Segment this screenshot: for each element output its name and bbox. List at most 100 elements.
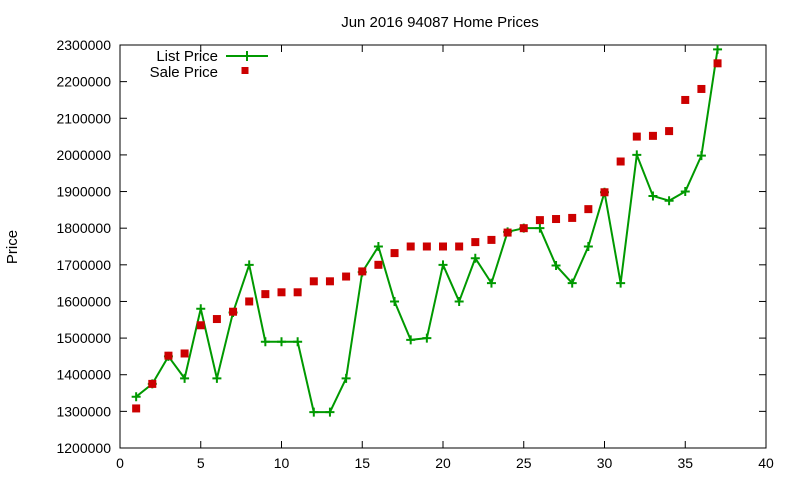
list-price-point [406, 335, 416, 345]
list-price-point [373, 242, 383, 251]
list-price-point [664, 196, 674, 206]
x-tick-label: 15 [354, 455, 370, 471]
x-tick-label: 0 [116, 455, 124, 471]
list-price-point [244, 260, 254, 270]
sale-price-point [616, 157, 625, 166]
list-price-point [454, 296, 464, 306]
legend-sale-price-marker [241, 67, 249, 74]
list-price-point [535, 223, 545, 233]
list-price-point [616, 278, 626, 288]
x-tick-label: 10 [274, 455, 290, 471]
sale-price-point [229, 307, 238, 316]
x-tick-label: 25 [516, 455, 532, 471]
sale-price-point [148, 379, 157, 388]
legend-sale-price-label: Sale Price [150, 64, 218, 81]
sale-price-point [552, 215, 561, 224]
y-tick-label: 2000000 [56, 147, 111, 163]
sale-price-point [632, 132, 641, 141]
y-tick-label: 1200000 [56, 440, 111, 456]
sale-price-point [277, 288, 286, 297]
list-price-point [390, 296, 400, 306]
sale-price-point [390, 249, 399, 258]
sale-price-point [180, 349, 189, 358]
y-tick-label: 1800000 [56, 220, 111, 236]
list-price-point [325, 407, 335, 417]
list-price-point [583, 242, 593, 251]
y-tick-label: 1900000 [56, 184, 111, 200]
sale-price-point [422, 242, 431, 251]
list-price-point [551, 261, 561, 271]
y-tick-label: 1400000 [56, 367, 111, 383]
list-price-point [648, 191, 658, 201]
list-price-point [131, 392, 141, 402]
sale-price-point [245, 297, 254, 306]
list-price-point [632, 150, 642, 160]
sale-price-point [132, 404, 141, 413]
y-tick-labels: 1200000 1300000 1400000 1500000 1600000 17000… [56, 37, 111, 456]
sale-price-point [697, 84, 706, 93]
sale-price-point [342, 272, 351, 281]
sale-price-point [309, 277, 318, 286]
y-tick-label: 2100000 [56, 110, 111, 126]
list-price-point [567, 278, 577, 288]
list-price-point [293, 337, 303, 347]
x-tick-labels: 0 5 10 15 20 25 30 35 40 [116, 455, 774, 471]
list-price-point [422, 333, 432, 343]
sale-price-point [325, 277, 334, 286]
legend-list-price-marker [242, 51, 252, 61]
list-price-point [696, 151, 706, 161]
list-price-point [196, 304, 206, 314]
list-price-line [135, 49, 719, 414]
sale-price-point [374, 260, 383, 269]
sale-price-point [503, 228, 512, 237]
sale-price-point [713, 59, 722, 68]
list-price-point [180, 373, 190, 383]
sale-price-point [439, 242, 447, 251]
sale-price-point [600, 188, 609, 197]
list-price-point [438, 260, 448, 270]
y-tick-label: 2300000 [56, 37, 111, 53]
x-tick-label: 30 [597, 455, 613, 471]
sale-price-point [584, 205, 593, 214]
list-price-point [680, 187, 690, 197]
list-price-point [309, 407, 319, 417]
sale-price-point [455, 242, 464, 251]
series-list-price [131, 44, 723, 417]
y-tick-label: 1500000 [56, 330, 111, 346]
sale-price-point [164, 351, 173, 360]
x-tick-label: 20 [435, 455, 451, 471]
sale-price-point [568, 213, 577, 222]
sale-price-point [681, 95, 690, 104]
series-sale-price [132, 59, 722, 413]
x-tick-label: 35 [677, 455, 693, 471]
sale-price-point [358, 267, 367, 276]
sale-price-point [535, 216, 544, 225]
y-tick-label: 1300000 [56, 403, 111, 419]
y-tick-label: 2200000 [56, 74, 111, 90]
list-price-point [486, 278, 496, 288]
sale-price-point [471, 238, 480, 247]
list-price-point [470, 253, 480, 263]
y-tick-label: 1700000 [56, 257, 111, 273]
sale-price-point [293, 288, 302, 297]
list-price-point [212, 373, 222, 383]
list-price-point [341, 373, 351, 383]
sale-price-point [487, 235, 496, 244]
sale-price-point [406, 242, 415, 251]
chart-title: Jun 2016 94087 Home Prices [341, 14, 539, 31]
legend-list-price-label: List Price [156, 48, 218, 65]
sale-price-point [519, 224, 528, 233]
x-tick-label: 40 [758, 455, 774, 471]
sale-price-point [212, 315, 221, 324]
sale-price-point [665, 127, 674, 136]
list-price-point [260, 337, 270, 347]
axis-ticks [119, 44, 767, 449]
x-tick-label: 5 [197, 455, 205, 471]
legend: List Price Sale Price [150, 48, 268, 81]
list-price-point [713, 44, 723, 54]
y-tick-label: 1600000 [56, 293, 111, 309]
sale-price-point [648, 131, 657, 140]
sale-price-point [196, 321, 205, 330]
list-price-point [277, 337, 286, 347]
